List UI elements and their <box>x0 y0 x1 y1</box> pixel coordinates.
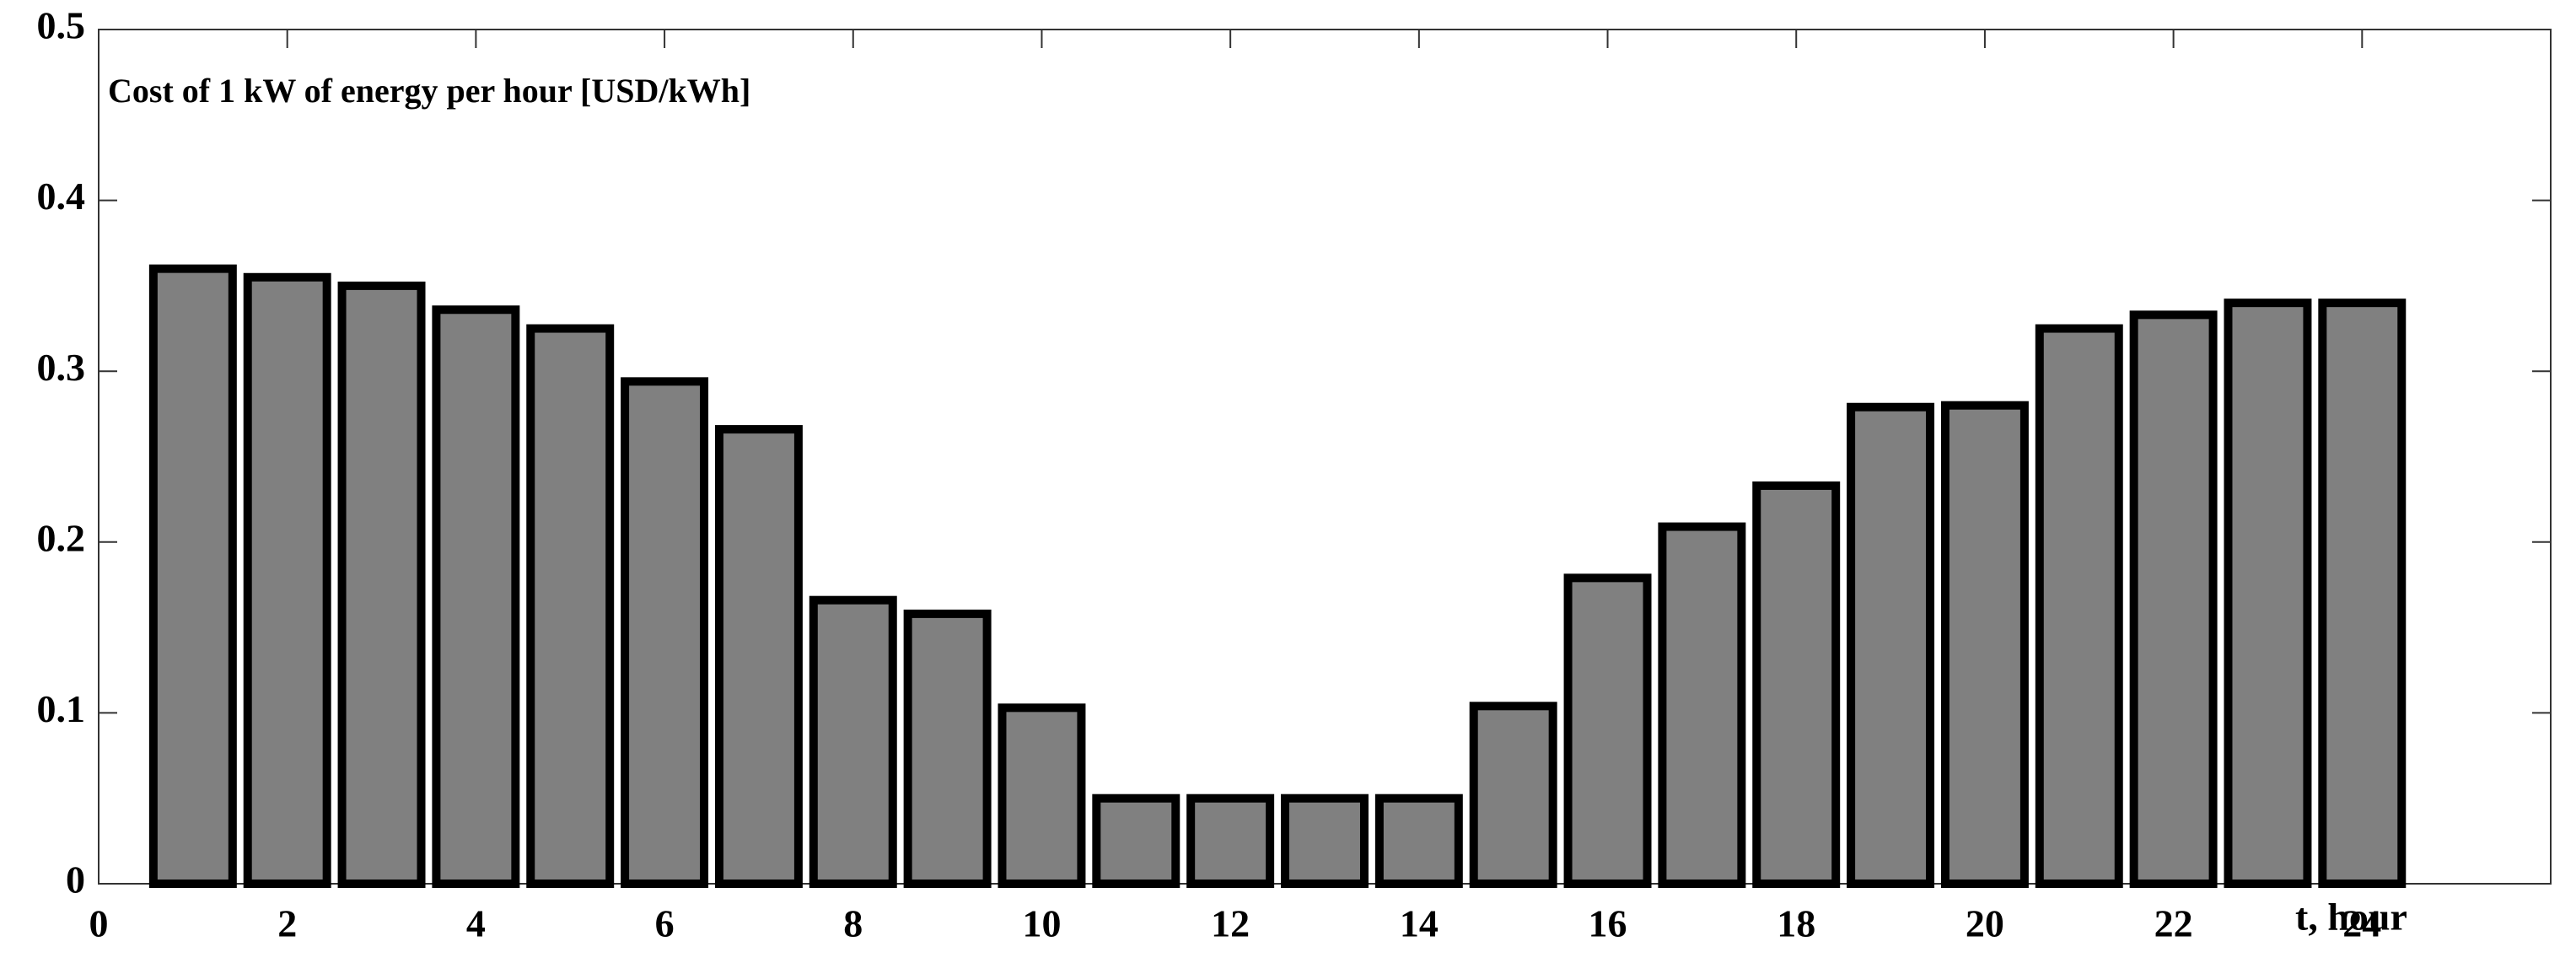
x-tick-label: 4 <box>466 902 486 945</box>
bar <box>903 609 992 889</box>
bar <box>1940 401 2029 889</box>
bar <box>1469 702 1557 889</box>
x-tick-label: 20 <box>1966 902 2004 945</box>
bar <box>337 281 426 888</box>
x-tick-label: 10 <box>1022 902 1061 945</box>
x-tick-label: 22 <box>2154 902 2193 945</box>
chart-title: Cost of 1 kW of energy per hour [USD/kWh… <box>108 72 750 110</box>
x-axis-label: t, hour <box>2295 896 2407 939</box>
bar <box>148 264 237 888</box>
bar <box>809 595 897 889</box>
bar <box>1186 794 1275 889</box>
bar <box>1281 794 1369 889</box>
y-tick-label: 0.1 <box>37 687 86 730</box>
x-tick-label: 0 <box>89 902 109 945</box>
bar <box>2035 324 2123 888</box>
x-tick-label: 6 <box>655 902 675 945</box>
bar <box>1092 794 1180 889</box>
x-tick-label: 12 <box>1211 902 1250 945</box>
x-tick-label: 8 <box>843 902 863 945</box>
x-tick-label: 14 <box>1400 902 1439 945</box>
bar <box>714 425 803 889</box>
bar <box>1374 794 1463 889</box>
y-tick-label: 0 <box>66 858 85 901</box>
bar <box>2318 299 2407 889</box>
bar <box>1658 522 1746 888</box>
y-tick-label: 0.2 <box>37 516 86 559</box>
x-tick-label: 24 <box>2342 902 2381 945</box>
bar <box>243 272 331 888</box>
bar <box>1752 481 1841 889</box>
x-tick-label: 18 <box>1777 902 1815 945</box>
bar <box>2129 310 2218 889</box>
bar <box>526 324 615 888</box>
bar <box>998 703 1086 889</box>
bar <box>1847 402 1935 889</box>
bar <box>1563 573 1652 888</box>
x-tick-label: 16 <box>1589 902 1627 945</box>
bar <box>432 305 520 889</box>
y-tick-label: 0.4 <box>37 175 86 218</box>
bar <box>2224 299 2312 889</box>
y-tick-label: 0.3 <box>37 346 86 389</box>
x-tick-label: 2 <box>277 902 297 945</box>
bar <box>621 377 709 888</box>
y-tick-label: 0.5 <box>37 4 86 47</box>
